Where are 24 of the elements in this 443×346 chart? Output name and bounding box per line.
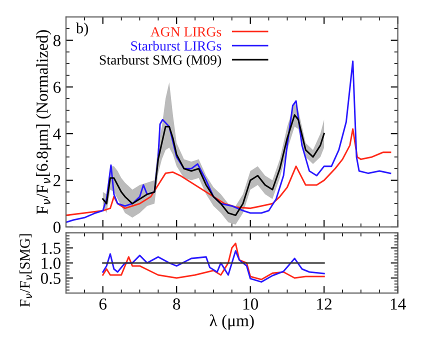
y-axis-title: F$_{ν}$/F$_{ν}$[SMG] — [20, 234, 32, 307]
x-tick-label: 10 — [243, 298, 258, 310]
line-series — [66, 128, 392, 216]
line-series — [102, 114, 325, 216]
y-tick-label: 8 — [53, 34, 61, 46]
y-tick-label: 0 — [53, 222, 61, 233]
line-series — [102, 242, 325, 280]
legend-label: Starburst LIRGs — [131, 40, 222, 51]
x-axis-title: λ (μm) — [210, 314, 254, 330]
y-tick-label: 4 — [53, 128, 61, 140]
x-tick-label: 14 — [390, 298, 406, 310]
y-tick-label: 1.0 — [42, 258, 61, 269]
line-series — [102, 250, 325, 283]
y-tick-label: 1.5 — [42, 242, 60, 254]
y-tick-label: 2 — [54, 175, 60, 186]
y-tick-label: 6 — [54, 82, 61, 93]
annotation: b) — [76, 22, 88, 36]
x-tick-label: 12 — [317, 298, 332, 310]
legend-label: Starburst SMG (M09) — [100, 54, 222, 68]
legend-label: AGN LIRGs — [150, 27, 222, 37]
x-tick-label: 6 — [99, 298, 107, 310]
y-axis-title: F$_{ν}$/F$_{ν}$[6.8μm] (Normalized) — [36, 30, 52, 214]
y-tick-label: 0.5 — [40, 272, 60, 284]
x-tick-label: 8 — [173, 298, 180, 310]
